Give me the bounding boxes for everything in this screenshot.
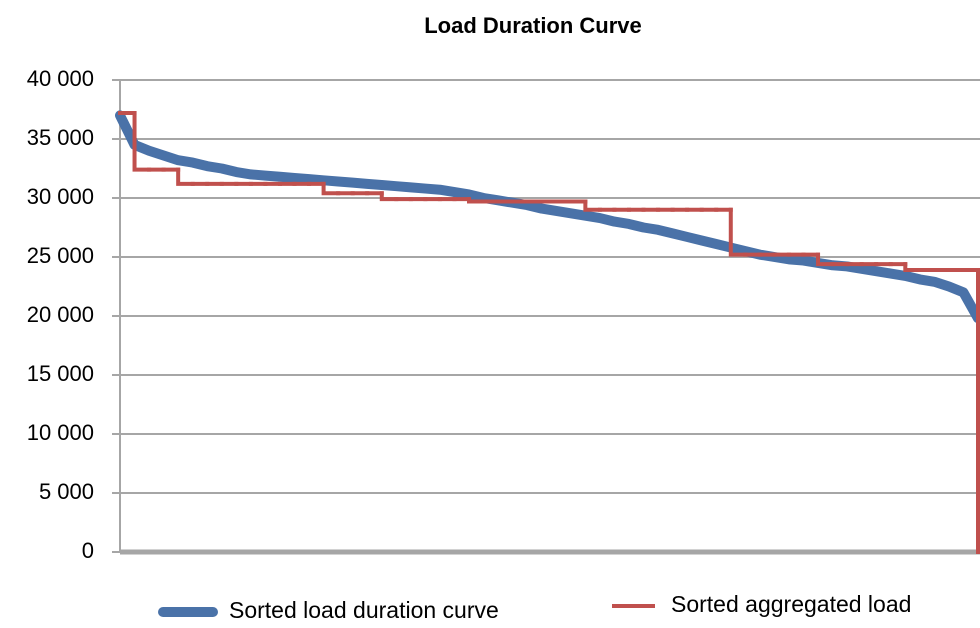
chart-title: Load Duration Curve (424, 13, 642, 38)
y-tick-label: 15 000 (27, 361, 94, 386)
y-tick-label: 20 000 (27, 302, 94, 327)
step-segment (903, 262, 922, 272)
step-segment (321, 181, 341, 196)
series-line (115, 110, 980, 324)
legend-label: Sorted load duration curve (229, 597, 499, 623)
step-segment (467, 197, 486, 204)
y-tick-label: 40 000 (27, 66, 94, 91)
y-tick-label: 0 (82, 538, 94, 563)
step-segment (816, 252, 835, 267)
step-segment (728, 207, 748, 257)
y-tick-label: 35 000 (27, 125, 94, 150)
y-tick-label: 5 000 (39, 479, 94, 504)
step-segment (132, 111, 152, 172)
y-tick-label: 10 000 (27, 420, 94, 445)
step-segment (583, 199, 602, 212)
step-segment (379, 191, 399, 202)
y-tick-label: 30 000 (27, 184, 94, 209)
y-tick-label: 25 000 (27, 243, 94, 268)
legend-label: Sorted aggregated load (671, 591, 911, 617)
step-segment (176, 167, 195, 186)
